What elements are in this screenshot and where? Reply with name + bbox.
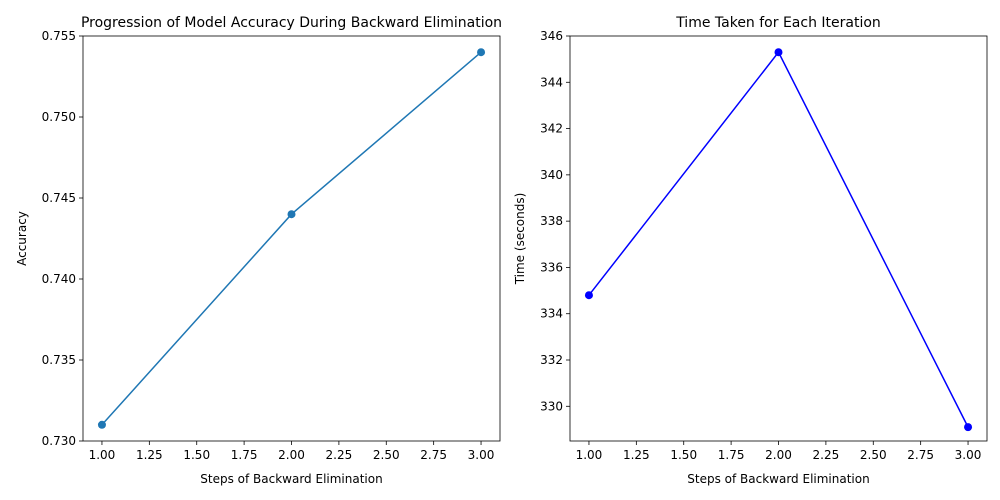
axes-frame xyxy=(82,35,501,442)
data-point xyxy=(964,423,973,432)
series-line xyxy=(101,51,482,426)
x-tick-label: 2.25 xyxy=(813,448,840,462)
chart-title: Time Taken for Each Iteration xyxy=(675,15,881,31)
y-tick-label: 332 xyxy=(540,353,563,367)
x-tick-label: 2.75 xyxy=(907,448,934,462)
y-tick-label: 340 xyxy=(540,168,563,182)
x-tick-label: 1.75 xyxy=(231,448,258,462)
x-tick-label: 1.25 xyxy=(623,448,650,462)
y-axis-label: Time (seconds) xyxy=(513,193,527,286)
axes-frame xyxy=(569,35,988,442)
x-axis-label: Steps of Backward Elimination xyxy=(687,472,869,486)
y-tick-label: 346 xyxy=(540,29,563,43)
x-axis-label: Steps of Backward Elimination xyxy=(200,472,382,486)
y-tick-label: 0.730 xyxy=(42,434,76,448)
x-tick-label: 2.50 xyxy=(373,448,400,462)
x-tick-label: 1.50 xyxy=(183,448,210,462)
y-tick-label: 0.735 xyxy=(42,353,76,367)
data-point xyxy=(774,48,783,57)
data-point xyxy=(97,420,106,429)
data-point xyxy=(287,210,296,219)
data-point xyxy=(477,48,486,57)
y-tick-label: 344 xyxy=(540,75,563,89)
data-point xyxy=(584,291,593,300)
y-tick-label: 0.750 xyxy=(42,110,76,124)
x-tick-label: 1.00 xyxy=(89,448,116,462)
y-axis-label: Accuracy xyxy=(15,211,29,266)
x-tick-label: 1.25 xyxy=(136,448,163,462)
x-tick-label: 2.00 xyxy=(278,448,305,462)
y-tick-label: 334 xyxy=(540,307,563,321)
series-line xyxy=(588,50,969,428)
y-tick-label: 0.745 xyxy=(42,191,76,205)
y-tick-label: 336 xyxy=(540,260,563,274)
chart-title: Progression of Model Accuracy During Bac… xyxy=(81,15,502,31)
x-tick-label: 1.75 xyxy=(718,448,745,462)
x-tick-label: 2.00 xyxy=(765,448,792,462)
x-tick-label: 1.50 xyxy=(670,448,697,462)
y-tick-label: 330 xyxy=(540,399,563,413)
time-chart: Time Taken for Each Iteration 1.00 1.25 1.5… xyxy=(513,15,988,486)
x-tick-label: 3.00 xyxy=(468,448,495,462)
accuracy-chart: Progression of Model Accuracy During Bac… xyxy=(15,15,502,486)
y-tick-label: 342 xyxy=(540,122,563,136)
x-tick-label: 2.50 xyxy=(860,448,887,462)
x-tick-label: 1.00 xyxy=(576,448,603,462)
x-tick-label: 2.75 xyxy=(420,448,447,462)
y-tick-label: 0.740 xyxy=(42,272,76,286)
x-tick-label: 2.25 xyxy=(326,448,353,462)
y-tick-label: 0.755 xyxy=(42,29,76,43)
x-tick-label: 3.00 xyxy=(955,448,982,462)
y-tick-label: 338 xyxy=(540,214,563,228)
